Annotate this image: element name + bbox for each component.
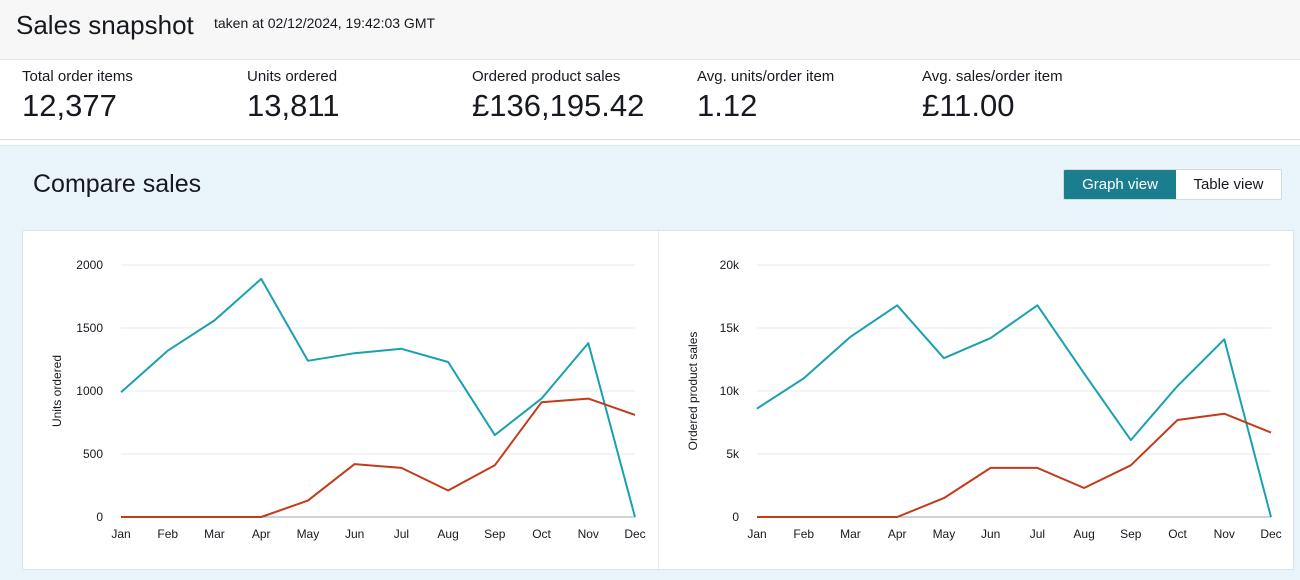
y-axis-label: Units ordered	[50, 355, 64, 427]
metric-label: Avg. units/order item	[697, 68, 835, 85]
x-tick-label: May	[297, 527, 320, 541]
metric-label: Ordered product sales	[472, 68, 621, 85]
series-line-teal	[120, 277, 636, 518]
x-tick-label: Jul	[394, 527, 409, 541]
view-toggle: Graph view Table view	[1063, 169, 1282, 200]
x-tick-label: Oct	[532, 527, 551, 541]
x-tick-label: May	[933, 527, 956, 541]
series-line-red	[121, 397, 636, 518]
metric-value: £136,195.42	[472, 88, 645, 123]
x-tick-label: Nov	[1214, 527, 1235, 541]
x-tick-label: Jun	[981, 527, 1000, 541]
metric-value: 13,811	[247, 88, 340, 123]
y-tick-label: 1000	[76, 384, 103, 398]
y-tick-label: 500	[83, 447, 103, 461]
x-tick-label: Dec	[1260, 527, 1281, 541]
metric-label: Units ordered	[247, 68, 338, 85]
x-tick-label: Feb	[793, 527, 814, 541]
x-tick-label: Nov	[578, 527, 599, 541]
chart-divider	[658, 231, 659, 569]
x-tick-label: Oct	[1168, 527, 1187, 541]
metrics-bar: Total order items 12,377 Units ordered 1…	[0, 60, 1300, 140]
metric-ordered-product-sales: Ordered product sales £136,195.42	[472, 68, 644, 124]
y-tick-label: 0	[96, 510, 103, 524]
y-axis-label: Ordered product sales	[686, 332, 700, 451]
metric-value: 12,377	[22, 88, 117, 123]
metric-label: Total order items	[22, 68, 133, 85]
metric-avg-units-per-order-item: Avg. units/order item 1.12	[697, 68, 834, 124]
snapshot-header: Sales snapshot taken at 02/12/2024, 19:4…	[0, 0, 1300, 60]
x-tick-label: Jul	[1030, 527, 1045, 541]
y-tick-label: 2000	[76, 258, 103, 272]
x-tick-label: Sep	[1120, 527, 1142, 541]
y-tick-label: 20k	[720, 258, 740, 272]
series-line-red	[757, 412, 1272, 518]
page-title: Sales snapshot	[16, 10, 194, 40]
x-tick-label: Mar	[840, 527, 861, 541]
metric-value: 1.12	[697, 88, 758, 123]
ordered-product-sales-chart: 0 5k 10k 15k 20k Jan Feb Mar Apr May Jun Jul Aug Sep O…	[686, 258, 1282, 541]
x-tick-label: Jan	[747, 527, 766, 541]
x-tick-label: Aug	[437, 527, 458, 541]
metric-label: Avg. sales/order item	[922, 68, 1063, 85]
snapshot-timestamp: taken at 02/12/2024, 19:42:03 GMT	[214, 15, 436, 31]
metric-total-order-items: Total order items 12,377	[22, 68, 133, 124]
compare-sales-title: Compare sales	[33, 170, 202, 198]
x-tick-label: Apr	[252, 527, 271, 541]
y-tick-label: 1500	[76, 321, 103, 335]
compare-sales-panel: Compare sales Graph view Table view 0 500…	[0, 145, 1300, 580]
y-tick-label: 0	[732, 510, 739, 524]
metric-value: £11.00	[922, 88, 1015, 123]
metric-avg-sales-per-order-item: Avg. sales/order item £11.00	[922, 68, 1063, 124]
metric-units-ordered: Units ordered 13,811	[247, 68, 340, 124]
y-tick-label: 5k	[726, 447, 740, 461]
x-tick-label: Mar	[204, 527, 225, 541]
x-tick-label: Apr	[888, 527, 907, 541]
y-tick-label: 15k	[720, 321, 740, 335]
x-tick-label: Feb	[157, 527, 178, 541]
graph-view-button[interactable]: Graph view	[1064, 170, 1176, 199]
y-tick-label: 10k	[720, 384, 740, 398]
charts-container: 0 500 1000 1500 2000 Jan Feb Mar Apr May Jun Jul Aug…	[22, 230, 1294, 570]
units-ordered-chart: 0 500 1000 1500 2000 Jan Feb Mar Apr May Jun Jul Aug…	[50, 258, 646, 541]
x-tick-label: Jun	[345, 527, 364, 541]
series-line-teal	[756, 304, 1272, 518]
table-view-button[interactable]: Table view	[1176, 170, 1281, 199]
x-tick-label: Jan	[111, 527, 130, 541]
x-tick-label: Aug	[1073, 527, 1094, 541]
x-tick-label: Sep	[484, 527, 506, 541]
x-tick-label: Dec	[624, 527, 645, 541]
